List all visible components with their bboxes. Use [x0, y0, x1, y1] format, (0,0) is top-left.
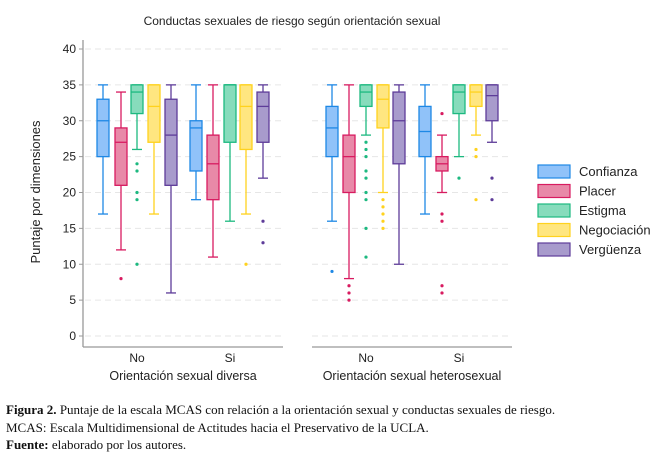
y-tick-label: 25 — [63, 150, 77, 164]
outlier-point — [261, 219, 265, 223]
outlier-point — [364, 255, 368, 259]
legend-label: Placer — [579, 184, 617, 199]
outlier-point — [364, 147, 368, 152]
outlier-point — [364, 198, 368, 202]
figure-caption: Figura 2. Puntaje de la escala MCAS con … — [6, 402, 555, 418]
outlier-point — [135, 262, 139, 266]
outlier-point — [364, 140, 368, 144]
chart-title: Conductas sexuales de riesgo según orien… — [144, 14, 441, 28]
legend-swatch — [537, 222, 571, 238]
y-tick-label: 15 — [63, 221, 77, 235]
figure-label: Figura 2. — [6, 402, 57, 417]
outlier-point — [347, 298, 351, 302]
outlier-point — [330, 269, 334, 274]
group-label: Si — [454, 351, 465, 365]
y-tick-label: 10 — [63, 257, 77, 271]
box-vergüenza — [485, 84, 499, 122]
box-estigma — [452, 84, 466, 115]
panel-label: Orientación sexual diversa — [109, 369, 256, 383]
y-tick-label: 0 — [69, 329, 76, 343]
outlier-point — [119, 277, 123, 281]
outlier-point — [381, 212, 385, 216]
y-tick-label: 30 — [63, 114, 77, 128]
legend-label: Confianza — [579, 164, 638, 179]
group-label: No — [358, 351, 374, 365]
outlier-point — [135, 198, 139, 202]
figure-text: Puntaje de la escala MCAS con relación a… — [56, 402, 556, 417]
outlier-point — [381, 205, 385, 209]
source-label: Fuente: — [6, 437, 49, 452]
outlier-point — [244, 262, 248, 266]
legend-label: Negociación — [579, 223, 651, 238]
box-estigma — [359, 84, 373, 108]
outlier-point — [347, 284, 351, 288]
outlier-point — [135, 190, 139, 195]
outlier-point — [457, 176, 461, 180]
box-vergüenza — [164, 98, 178, 186]
outlier-point — [490, 198, 494, 202]
outlier-point — [364, 155, 368, 159]
outlier-point — [364, 169, 368, 173]
box-confianza — [189, 120, 203, 172]
y-axis-label: Puntaje por dimensiones — [28, 120, 43, 264]
legend-label: Estigma — [579, 203, 627, 218]
outlier-point — [474, 155, 478, 159]
legend-swatch — [537, 164, 571, 179]
caption-abbreviation: MCAS: Escala Multidimensional de Actitud… — [6, 420, 429, 435]
y-tick-label: 35 — [63, 78, 77, 92]
outlier-point — [440, 219, 444, 223]
y-tick-label: 5 — [69, 293, 76, 307]
outlier-point — [381, 226, 385, 230]
outlier-point — [381, 198, 385, 202]
outlier-point — [135, 169, 139, 173]
outlier-point — [135, 162, 139, 166]
box-estigma — [223, 84, 237, 143]
legend-swatch — [537, 203, 571, 218]
box-placer — [206, 134, 220, 201]
box-placer — [114, 127, 128, 186]
outlier-point — [381, 219, 385, 223]
box-vergüenza — [256, 91, 270, 143]
outlier-point — [364, 176, 368, 180]
boxplot-chart: Conductas sexuales de riesgo según orien… — [28, 14, 651, 383]
legend-swatch — [537, 183, 571, 199]
group-label: Si — [225, 351, 236, 365]
y-tick-label: 20 — [63, 186, 77, 200]
outlier-point — [474, 198, 478, 202]
outlier-point — [364, 190, 368, 195]
legend-label: Vergüenza — [579, 242, 642, 257]
legend-swatch — [537, 242, 571, 257]
caption-source: Fuente: elaborado por los autores. — [6, 437, 186, 453]
box-negociación — [147, 84, 161, 143]
outlier-point — [440, 284, 444, 288]
outlier-point — [440, 111, 444, 116]
box-placer — [342, 134, 356, 194]
panel-label: Orientación sexual heterosexual — [323, 369, 502, 383]
outlier-point — [261, 241, 265, 245]
source-text: elaborado por los autores. — [48, 437, 187, 452]
outlier-point — [347, 291, 351, 295]
box-negociación — [239, 84, 253, 151]
outlier-point — [440, 291, 444, 295]
outlier-point — [440, 212, 444, 216]
box-negociación — [376, 84, 390, 129]
box-negociación — [469, 84, 483, 108]
group-label: No — [129, 351, 145, 365]
box-estigma — [130, 84, 144, 115]
box-confianza — [96, 98, 110, 158]
y-tick-label: 40 — [63, 42, 77, 56]
box-vergüenza — [392, 91, 406, 165]
outlier-point — [490, 176, 494, 180]
outlier-point — [474, 147, 478, 152]
box-confianza — [325, 105, 339, 158]
outlier-point — [364, 226, 368, 230]
